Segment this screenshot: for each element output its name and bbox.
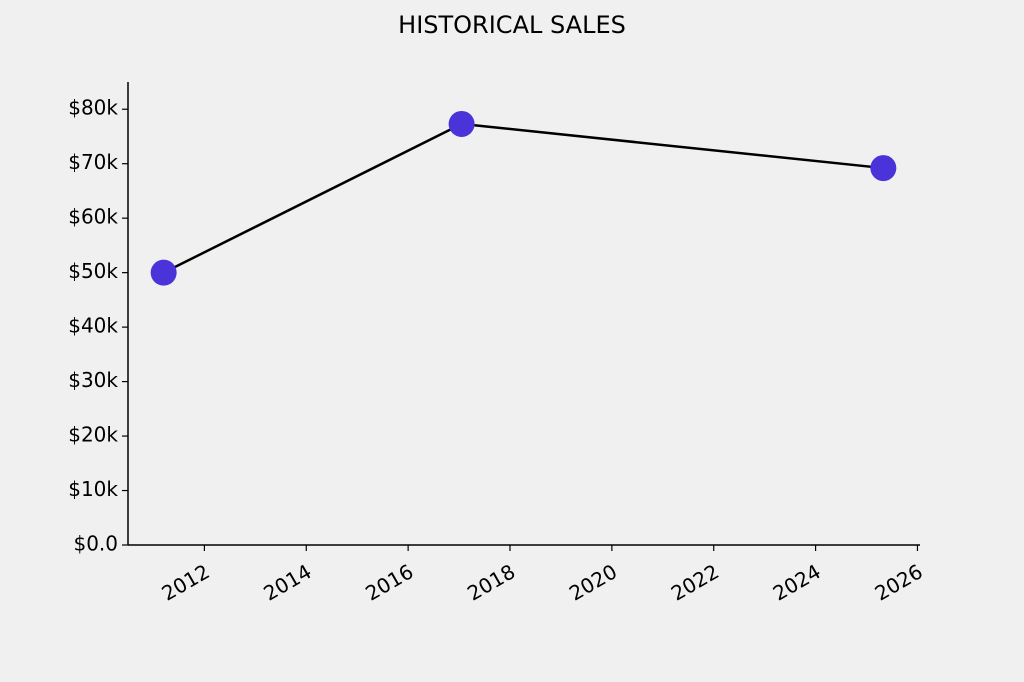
point [448,110,475,137]
y-tick-label: $20k [68,423,118,447]
y-tick-label: $70k [68,150,118,174]
y-tick-label: $50k [68,259,118,283]
y-tick-label: $80k [68,96,118,120]
point [150,259,177,286]
y-tick-label: $30k [68,368,118,392]
y-tick-label: $60k [68,205,118,229]
chart-title: HISTORICAL SALES [398,11,626,39]
point [870,155,897,182]
y-tick-label: $10k [68,477,118,501]
y-tick-label: $40k [68,314,118,338]
y-tick-label: $0.0 [73,532,118,556]
